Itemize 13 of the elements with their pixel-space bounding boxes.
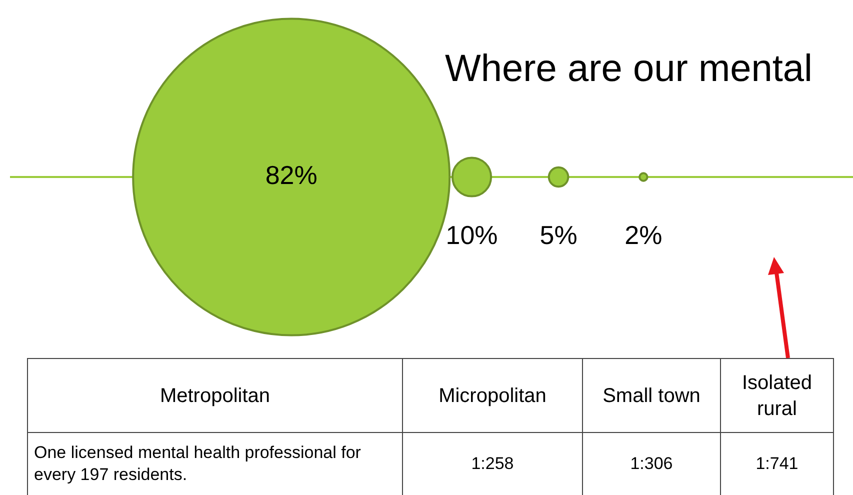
data-label: 2% <box>624 220 662 250</box>
text: 1:741 <box>720 432 834 495</box>
category-label: Micropolitan <box>402 358 582 432</box>
category-label: Metropolitan <box>28 358 402 432</box>
data-label: 10% <box>446 220 498 250</box>
text: 1:258 <box>402 432 582 495</box>
data-label: 82% <box>265 160 318 190</box>
category-label: Small town <box>582 358 720 432</box>
text: Where are our mental <box>445 48 812 91</box>
text: 1:306 <box>582 432 720 495</box>
category-label: Isolated rural <box>720 358 834 432</box>
data-label: 5% <box>540 220 578 250</box>
text: One licensed mental health professional for every 197 residents. <box>28 432 402 495</box>
